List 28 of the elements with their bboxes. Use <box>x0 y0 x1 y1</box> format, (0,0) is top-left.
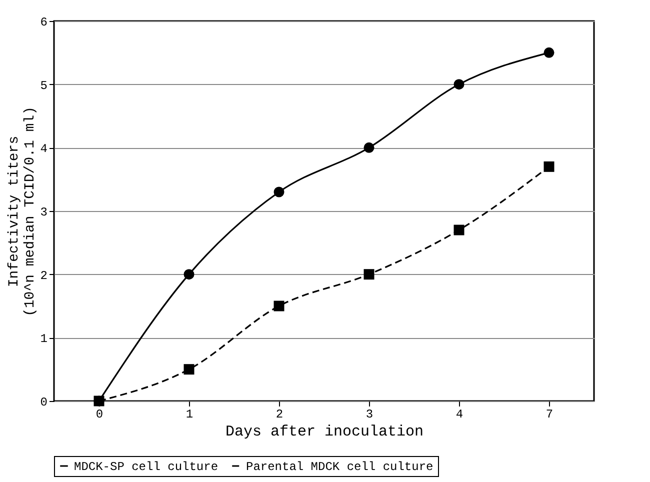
x-axis-title: Days after inoculation <box>225 424 424 440</box>
x-tick-label: 7 <box>546 408 554 422</box>
point <box>454 224 464 236</box>
point <box>544 47 554 58</box>
y-tick-label: 6 <box>40 16 48 30</box>
y-tick-label: 5 <box>40 78 48 93</box>
point <box>454 79 464 90</box>
legend-label: MDCK-SP cell culture <box>74 460 218 474</box>
y-tick-label: 4 <box>40 142 48 156</box>
y-tick-label: 0 <box>40 396 48 410</box>
point <box>184 269 194 280</box>
x-tick-label: 0 <box>96 408 104 422</box>
point <box>184 364 194 375</box>
point <box>364 269 374 280</box>
y-axis-title: Infectivity titers (10^n median TCID/0.1 ml) <box>6 106 38 317</box>
x-tick-label: 1 <box>186 408 194 422</box>
legend-label: Parental MDCK cell culture <box>246 460 434 474</box>
x-tick-label: 2 <box>276 408 284 422</box>
point <box>274 186 284 198</box>
y-tick-label: 3 <box>40 206 48 220</box>
point <box>364 142 374 153</box>
point <box>544 161 554 172</box>
y-tick-label: 1 <box>40 332 48 346</box>
point <box>94 396 104 406</box>
point <box>274 300 284 312</box>
x-tick-label: 4 <box>456 408 464 422</box>
y-tick-label: 2 <box>40 268 48 283</box>
x-tick-label: 3 <box>366 408 374 422</box>
